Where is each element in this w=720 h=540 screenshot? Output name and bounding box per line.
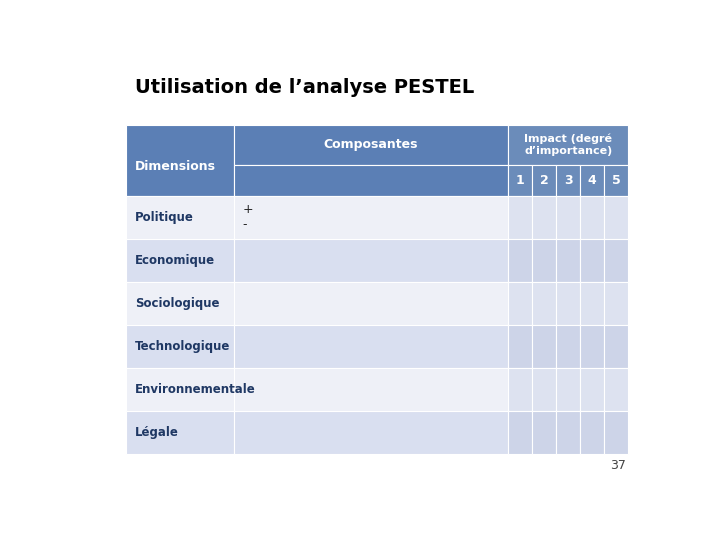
Text: 37: 37 (610, 460, 626, 472)
Bar (604, 410, 629, 454)
Bar (234, 368, 508, 410)
Text: Légale: Légale (135, 426, 179, 438)
Bar (508, 325, 532, 368)
Bar (556, 368, 580, 410)
Text: Sociologique: Sociologique (135, 296, 220, 309)
Bar (126, 282, 234, 325)
Bar (508, 368, 532, 410)
Bar (532, 410, 556, 454)
Text: Dimensions: Dimensions (135, 159, 216, 173)
Bar (580, 282, 604, 325)
Bar (580, 410, 604, 454)
Bar (234, 125, 508, 165)
Bar (508, 410, 532, 454)
Bar (532, 282, 556, 325)
Text: 2: 2 (540, 174, 549, 187)
Text: Utilisation de l’analyse PESTEL: Utilisation de l’analyse PESTEL (135, 78, 474, 97)
Bar (234, 282, 508, 325)
Bar (532, 368, 556, 410)
Bar (234, 195, 508, 239)
Bar (604, 239, 629, 282)
Bar (126, 195, 234, 239)
Text: Impact (degré
d’importance): Impact (degré d’importance) (524, 133, 612, 156)
Text: Technologique: Technologique (135, 340, 230, 353)
Bar (556, 195, 580, 239)
Text: Politique: Politique (135, 211, 194, 224)
Bar (532, 195, 556, 239)
Bar (580, 325, 604, 368)
Bar (234, 325, 508, 368)
Bar (556, 165, 580, 195)
Bar (126, 368, 234, 410)
Bar (126, 325, 234, 368)
Bar (508, 282, 532, 325)
Bar (234, 410, 508, 454)
Bar (556, 239, 580, 282)
Bar (556, 282, 580, 325)
Bar (604, 325, 629, 368)
Bar (532, 325, 556, 368)
Text: Environnementale: Environnementale (135, 383, 256, 396)
Text: +: + (243, 203, 253, 216)
Bar (580, 239, 604, 282)
Bar (126, 239, 234, 282)
Text: 5: 5 (612, 174, 621, 187)
Bar (234, 239, 508, 282)
Bar (508, 239, 532, 282)
Text: 3: 3 (564, 174, 572, 187)
Bar (604, 195, 629, 239)
Bar (580, 368, 604, 410)
Bar (532, 239, 556, 282)
Bar (580, 165, 604, 195)
Bar (604, 282, 629, 325)
Text: -: - (243, 219, 247, 232)
Bar (508, 195, 532, 239)
Bar (556, 325, 580, 368)
Bar (604, 368, 629, 410)
Text: 4: 4 (588, 174, 597, 187)
Text: Composantes: Composantes (324, 138, 418, 151)
Bar (508, 165, 532, 195)
Bar (126, 410, 234, 454)
Bar (532, 165, 556, 195)
Bar (556, 410, 580, 454)
Bar (126, 125, 234, 195)
Text: Economique: Economique (135, 254, 215, 267)
Bar (508, 125, 629, 165)
Bar (234, 165, 508, 195)
Text: 1: 1 (516, 174, 524, 187)
Bar (580, 195, 604, 239)
Bar (604, 165, 629, 195)
